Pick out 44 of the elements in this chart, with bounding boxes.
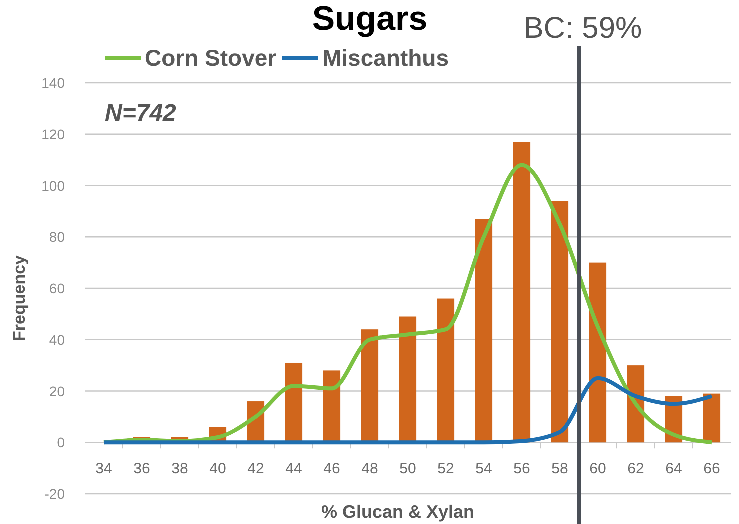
x-axis-title: % Glucan & Xylan: [321, 502, 475, 522]
x-tick-label: 48: [362, 460, 378, 478]
bar: [361, 330, 379, 443]
y-tick-label: 120: [42, 126, 66, 142]
x-tick-label: 50: [400, 460, 416, 478]
bar: [513, 142, 531, 443]
x-tick-label: 42: [248, 460, 264, 478]
y-tick-label: -20: [44, 486, 66, 502]
x-tick-label: 64: [666, 460, 682, 478]
x-tick-label: 34: [96, 460, 112, 478]
y-tick-label: 40: [49, 332, 66, 348]
x-tick-label: 40: [210, 460, 226, 478]
x-tick-label: 54: [476, 460, 492, 478]
x-tick-label: 58: [552, 460, 568, 478]
x-tick-label: 36: [134, 460, 150, 478]
bar: [551, 201, 569, 443]
x-tick-label: 46: [324, 460, 340, 478]
y-tick-label: 20: [49, 383, 66, 400]
x-tick-label: 38: [172, 460, 188, 478]
chart-title: Sugars: [312, 0, 428, 38]
y-tick-label: 60: [49, 280, 66, 296]
bar: [589, 262, 607, 443]
ref-line-label: BC: 59%: [524, 12, 642, 45]
y-tick-label: 80: [49, 229, 66, 246]
x-tick-label: 66: [704, 460, 720, 478]
bar: [323, 370, 341, 443]
y-tick-label: 100: [42, 178, 66, 194]
x-tick-label: 56: [514, 460, 530, 478]
annotation: N=742: [105, 100, 178, 127]
x-tick-label: 60: [590, 460, 606, 478]
bar: [703, 394, 721, 443]
line-series: [102, 376, 714, 445]
y-axis-title: Frequency: [10, 254, 29, 342]
legend-label: Miscanthus: [322, 45, 450, 71]
bar: [475, 219, 493, 443]
x-tick-label: 44: [286, 460, 302, 478]
y-tick-label: 140: [42, 75, 66, 91]
x-tick-label: 62: [628, 460, 644, 478]
bar: [437, 298, 455, 443]
x-tick-label: 52: [438, 460, 454, 478]
bar: [285, 362, 303, 443]
y-tick-label: 0: [57, 434, 66, 451]
bar: [399, 316, 417, 443]
legend-label: Corn Stover: [145, 45, 277, 71]
